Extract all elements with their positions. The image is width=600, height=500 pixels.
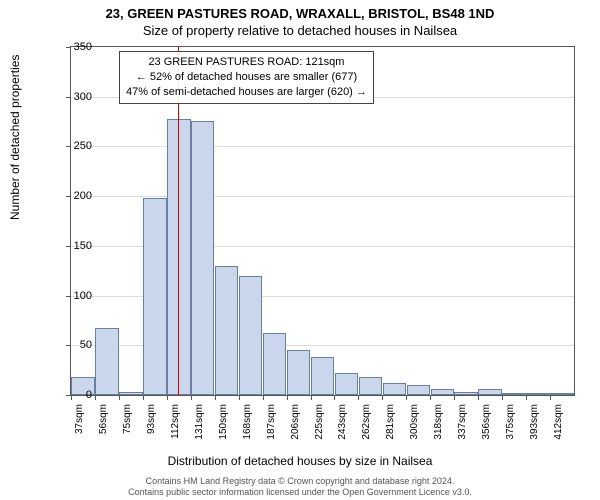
x-tick-label: 187sqm [266,404,277,444]
annotation-line2: ← 52% of detached houses are smaller (67… [126,70,367,85]
histogram-bar [359,377,382,395]
histogram-bar [454,392,477,395]
x-tick-mark [454,395,455,400]
histogram-bar [311,357,334,395]
annotation-line1: 23 GREEN PASTURES ROAD: 121sqm [126,55,367,70]
x-tick-mark [478,395,479,400]
y-tick-label: 300 [62,91,92,103]
histogram-bar [143,198,166,395]
x-tick-label: 337sqm [457,404,468,444]
x-tick-label: 56sqm [98,404,109,444]
x-tick-mark [358,395,359,400]
x-tick-mark [334,395,335,400]
x-tick-label: 168sqm [242,404,253,444]
x-tick-mark [382,395,383,400]
gridline [71,196,574,197]
y-tick-label: 200 [62,190,92,202]
x-tick-label: 131sqm [194,404,205,444]
histogram-bar [263,333,286,395]
x-tick-mark [119,395,120,400]
x-tick-mark [406,395,407,400]
histogram-bar [526,393,549,395]
x-tick-mark [526,395,527,400]
y-tick-label: 350 [62,41,92,53]
x-axis-label: Distribution of detached houses by size … [0,454,600,468]
x-tick-label: 412sqm [553,404,564,444]
x-tick-label: 75sqm [122,404,133,444]
histogram-bar [478,389,501,395]
x-tick-mark [167,395,168,400]
footer-line1: Contains HM Land Registry data © Crown c… [0,476,600,487]
footer: Contains HM Land Registry data © Crown c… [0,476,600,499]
histogram-bar [431,389,454,395]
annotation-box: 23 GREEN PASTURES ROAD: 121sqm ← 52% of … [119,51,374,104]
x-tick-label: 356sqm [481,404,492,444]
x-tick-label: 150sqm [218,404,229,444]
y-tick-label: 250 [62,140,92,152]
histogram-bar [119,392,142,395]
x-tick-mark [287,395,288,400]
histogram-bar [191,121,214,395]
x-tick-mark [191,395,192,400]
title-subtitle: Size of property relative to detached ho… [0,21,600,38]
histogram-bar [95,328,118,395]
histogram-bar [335,373,358,395]
x-tick-label: 262sqm [361,404,372,444]
histogram-bar [550,393,573,395]
x-tick-label: 393sqm [529,404,540,444]
x-tick-label: 206sqm [290,404,301,444]
x-tick-mark [239,395,240,400]
x-tick-mark [95,395,96,400]
x-tick-label: 281sqm [385,404,396,444]
y-tick-label: 150 [62,240,92,252]
x-tick-label: 225sqm [314,404,325,444]
y-tick-label: 0 [62,389,92,401]
x-tick-mark [143,395,144,400]
x-tick-label: 300sqm [409,404,420,444]
x-tick-mark [502,395,503,400]
y-tick-label: 100 [62,290,92,302]
y-tick-label: 50 [62,339,92,351]
x-tick-mark [311,395,312,400]
histogram-bar [239,276,262,395]
histogram-bar [215,266,238,395]
histogram-bar [287,350,310,395]
x-tick-label: 37sqm [74,404,85,444]
footer-line2: Contains public sector information licen… [0,487,600,498]
chart-container: 23, GREEN PASTURES ROAD, WRAXALL, BRISTO… [0,0,600,500]
x-tick-mark [430,395,431,400]
histogram-bar [407,385,430,395]
plot-area: 23 GREEN PASTURES ROAD: 121sqm ← 52% of … [70,46,575,396]
histogram-bar [383,383,406,395]
x-tick-label: 375sqm [505,404,516,444]
annotation-line3: 47% of semi-detached houses are larger (… [126,85,367,100]
x-tick-mark [215,395,216,400]
x-tick-label: 93sqm [146,404,157,444]
histogram-bar [502,393,525,395]
x-tick-label: 318sqm [433,404,444,444]
x-tick-mark [550,395,551,400]
x-tick-mark [263,395,264,400]
x-tick-label: 112sqm [170,404,181,444]
gridline [71,146,574,147]
x-tick-label: 243sqm [337,404,348,444]
title-address: 23, GREEN PASTURES ROAD, WRAXALL, BRISTO… [0,0,600,21]
y-axis-label: Number of detached properties [8,55,22,220]
